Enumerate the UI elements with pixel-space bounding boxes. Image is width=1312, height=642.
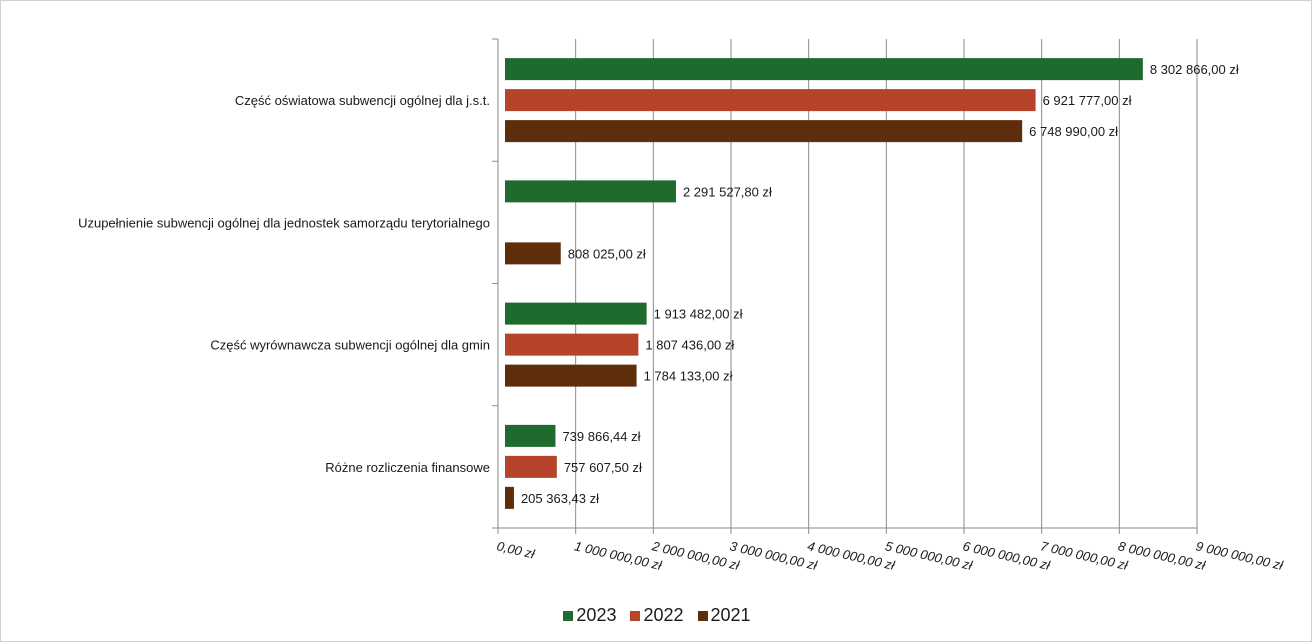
data-label-2022-2: 1 807 436,00 zł xyxy=(645,338,734,353)
legend-swatch-2021 xyxy=(697,610,708,621)
legend-swatch-2023 xyxy=(563,610,574,621)
x-tick-label-4: 4 000 000,00 zł xyxy=(806,538,897,573)
bar-2022-0 xyxy=(505,89,1036,112)
x-tick-label-7: 7 000 000,00 zł xyxy=(1039,538,1130,573)
bar-2023-3 xyxy=(505,424,556,447)
bar-2023-2 xyxy=(505,302,647,325)
data-label-2023-2: 1 913 482,00 zł xyxy=(654,307,743,322)
legend-label-2021: 2021 xyxy=(710,605,751,625)
x-tick-label-5: 5 000 000,00 zł xyxy=(884,538,975,573)
bar-chart: 0,00 zł 1 000 000,00 zł2 000 000,00 zł3 0… xyxy=(78,38,1285,573)
x-tick-label-0: 0,00 zł xyxy=(495,538,537,561)
legend-item-2021: 2021 xyxy=(697,605,751,626)
category-label-1: Uzupełnienie subwencji ogólnej dla jedno… xyxy=(78,215,490,230)
legend-swatch-2022 xyxy=(630,610,641,621)
bar-2022-2 xyxy=(505,333,639,356)
data-label-2022-3: 757 607,50 zł xyxy=(564,460,642,475)
x-tick-label-3: 3 000 000,00 zł xyxy=(728,538,819,573)
category-label-2: Część wyrównawcza subwencji ogólnej dla … xyxy=(210,338,490,353)
bar-2022-3 xyxy=(505,455,557,478)
legend-label-2022: 2022 xyxy=(643,605,684,625)
data-label-2021-2: 1 784 133,00 zł xyxy=(644,369,733,384)
data-label-2021-1: 808 025,00 zł xyxy=(568,246,646,261)
legend-label-2023: 2023 xyxy=(576,605,617,625)
x-tick-label-8: 8 000 000,00 zł xyxy=(1117,538,1208,573)
x-tick-label-1: 1 000 000,00 zł xyxy=(573,538,664,573)
bar-2021-0 xyxy=(505,120,1023,143)
bar-2023-0 xyxy=(505,58,1143,81)
data-label-2021-0: 6 748 990,00 zł xyxy=(1029,124,1118,139)
category-label-3: Różne rozliczenia finansowe xyxy=(325,460,490,475)
data-label-2021-3: 205 363,43 zł xyxy=(521,491,599,506)
data-label-2023-0: 8 302 866,00 zł xyxy=(1150,62,1239,77)
bar-2021-2 xyxy=(505,364,637,387)
data-label-2023-3: 739 866,44 zł xyxy=(562,429,640,444)
legend-item-2022: 2022 xyxy=(630,605,684,626)
bar-2021-1 xyxy=(505,242,561,265)
data-label-2022-0: 6 921 777,00 zł xyxy=(1043,93,1132,108)
x-tick-label-9: 9 000 000,00 zł xyxy=(1194,538,1285,573)
legend-item-2023: 2023 xyxy=(563,605,616,626)
category-label-0: Część oświatowa subwencji ogólnej dla j.… xyxy=(235,93,490,108)
data-label-2023-1: 2 291 527,80 zł xyxy=(683,184,772,199)
legend: 2023 2022 2021 xyxy=(1,605,1312,626)
x-tick-label-6: 6 000 000,00 zł xyxy=(961,538,1052,573)
bar-2023-1 xyxy=(505,180,676,203)
x-tick-label-2: 2 000 000,00 zł xyxy=(650,538,742,573)
bar-2021-3 xyxy=(505,486,514,509)
